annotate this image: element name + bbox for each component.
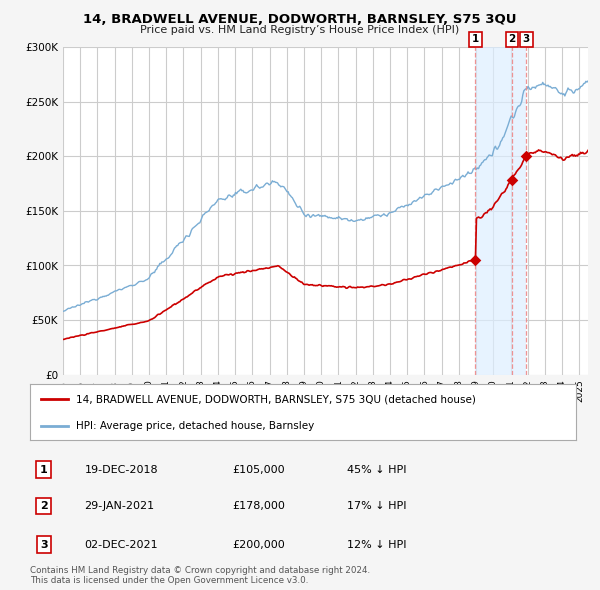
Text: 1: 1 bbox=[40, 465, 47, 474]
Text: 45% ↓ HPI: 45% ↓ HPI bbox=[347, 465, 406, 474]
Text: HPI: Average price, detached house, Barnsley: HPI: Average price, detached house, Barn… bbox=[76, 421, 314, 431]
Text: 19-DEC-2018: 19-DEC-2018 bbox=[85, 465, 158, 474]
Text: £200,000: £200,000 bbox=[232, 540, 285, 550]
Text: 12% ↓ HPI: 12% ↓ HPI bbox=[347, 540, 406, 550]
Text: Contains HM Land Registry data © Crown copyright and database right 2024.
This d: Contains HM Land Registry data © Crown c… bbox=[30, 566, 370, 585]
Point bbox=[507, 176, 517, 185]
Point bbox=[521, 152, 531, 161]
Text: 02-DEC-2021: 02-DEC-2021 bbox=[85, 540, 158, 550]
Text: £178,000: £178,000 bbox=[232, 501, 285, 511]
Text: £105,000: £105,000 bbox=[232, 465, 284, 474]
Text: 2: 2 bbox=[40, 501, 47, 511]
Text: 14, BRADWELL AVENUE, DODWORTH, BARNSLEY, S75 3QU: 14, BRADWELL AVENUE, DODWORTH, BARNSLEY,… bbox=[83, 13, 517, 26]
Text: 3: 3 bbox=[40, 540, 47, 550]
Text: 29-JAN-2021: 29-JAN-2021 bbox=[85, 501, 155, 511]
Point bbox=[470, 255, 480, 265]
Text: 17% ↓ HPI: 17% ↓ HPI bbox=[347, 501, 406, 511]
Text: 2: 2 bbox=[508, 34, 515, 44]
Text: 14, BRADWELL AVENUE, DODWORTH, BARNSLEY, S75 3QU (detached house): 14, BRADWELL AVENUE, DODWORTH, BARNSLEY,… bbox=[76, 394, 476, 404]
Text: Price paid vs. HM Land Registry’s House Price Index (HPI): Price paid vs. HM Land Registry’s House … bbox=[140, 25, 460, 35]
Text: 1: 1 bbox=[472, 34, 479, 44]
Bar bbox=[475, 47, 526, 375]
Text: 3: 3 bbox=[523, 34, 530, 44]
